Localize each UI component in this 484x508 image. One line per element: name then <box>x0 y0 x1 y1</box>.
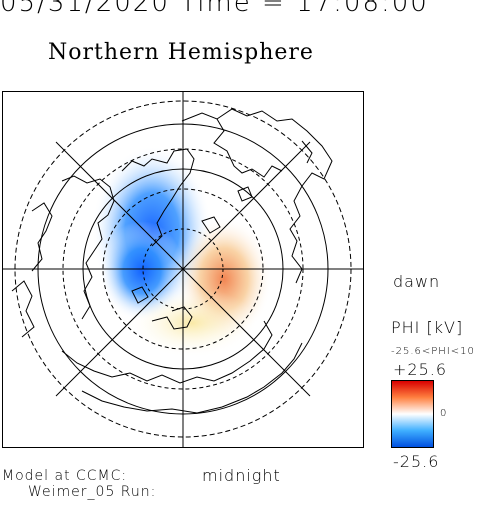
midnight-label: midnight <box>202 466 281 485</box>
positive-potential-lobe <box>127 288 257 358</box>
credit-line-2: Weimer_05 Run: <box>28 484 157 500</box>
datetime-title: 05/31/2020 Time = 17:08:00 <box>0 0 429 18</box>
model-credit: Model at CCMC: Weimer_05 Run: <box>2 468 156 500</box>
polar-map-svg <box>2 91 364 448</box>
colorbar-title: PHI [kV] <box>391 318 464 337</box>
credit-line-1: Model at CCMC: <box>2 468 128 484</box>
colorbar-zero-label: 0 <box>440 408 448 419</box>
polar-map-plot <box>2 91 364 448</box>
colorbar-min-label: -25.6 <box>393 452 440 471</box>
colorbar <box>391 380 434 448</box>
coastlines <box>11 108 333 414</box>
meridian-grid <box>2 91 364 448</box>
colorbar-range: -25.6<PHI<10 <box>391 346 475 357</box>
dawn-label: dawn <box>393 272 441 291</box>
hemisphere-title: Northern Hemisphere <box>48 40 314 65</box>
colorbar-max-label: +25.6 <box>393 360 448 379</box>
